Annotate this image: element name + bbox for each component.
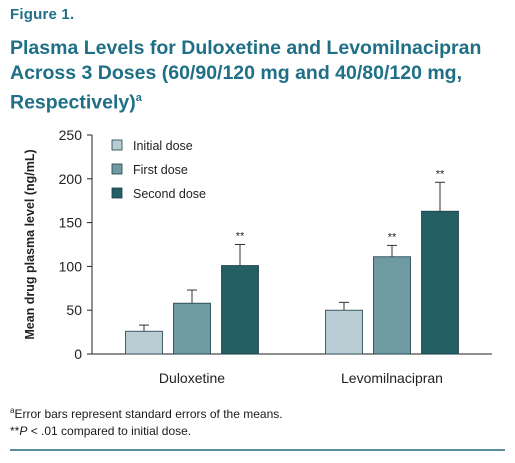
figure-title: Plasma Levels for Duloxetine and Levomil… [10,36,510,116]
significance-marker: ** [436,168,445,180]
significance-marker: ** [388,231,397,243]
legend-swatch [111,187,123,199]
y-tick-label: 50 [66,302,82,318]
legend-label: First dose [133,163,188,177]
bar-chart: 0 50 100 150 200 250 Mean drug plasma level (n… [23,127,492,386]
bar [373,256,411,355]
legend-swatch [111,163,123,175]
bar [173,302,211,355]
bar [421,210,459,355]
footnote-stars: ** [10,424,20,438]
footnote-significance-text: < .01 compared to initial dose. [27,424,192,438]
significance-marker: ** [236,231,245,243]
figure-label: Figure 1. [10,6,75,23]
footnote-significance: **P < .01 compared to initial dose. [10,423,283,440]
footnote-error-bars-text: Error bars represent standard errors of … [14,407,283,421]
bar [125,330,163,355]
bar [325,309,363,355]
y-tick-label: 250 [59,127,83,143]
bottom-rule [10,449,505,451]
x-category-label: Duloxetine [159,370,225,386]
y-tick-label: 0 [74,346,82,362]
footnote-p-symbol: P [19,424,28,438]
footnotes: aError bars represent standard errors of… [10,402,283,440]
x-category-label: Levomilnacipran [341,370,443,386]
y-axis-label: Mean drug plasma level (ng/mL) [23,149,37,339]
footnote-marker: a [10,406,15,415]
bar [221,265,259,355]
figure-title-text: Plasma Levels for Duloxetine and Levomil… [10,37,482,114]
legend-label: Initial dose [133,139,193,153]
title-footnote-marker: a [135,92,142,104]
y-tick-label: 150 [59,215,83,231]
legend-label: Second dose [133,187,206,201]
y-tick-label: 100 [59,258,83,274]
y-tick-label: 200 [59,171,83,187]
footnote-error-bars: aError bars represent standard errors of… [10,402,283,423]
legend-swatch [111,139,123,151]
